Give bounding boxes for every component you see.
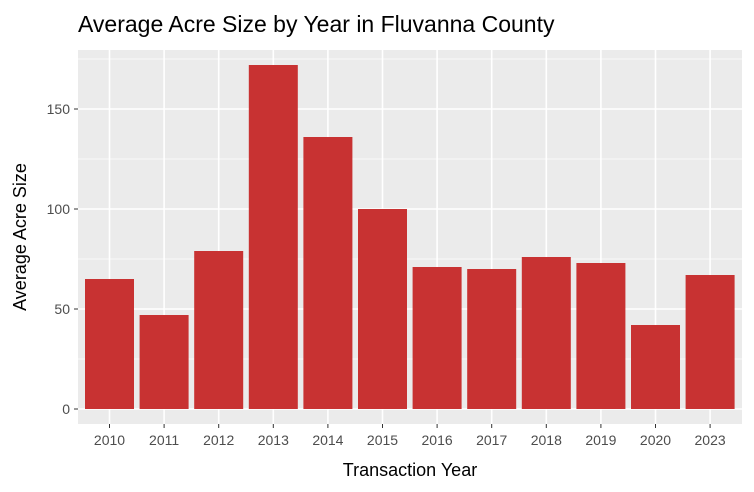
y-axis-title: Average Acre Size bbox=[10, 163, 30, 311]
x-tick-label-2019: 2019 bbox=[585, 432, 616, 448]
bar-2020 bbox=[631, 325, 680, 409]
x-tick-label-2011: 2011 bbox=[149, 432, 179, 448]
x-tick-label-2015: 2015 bbox=[367, 432, 398, 448]
x-tick-label-2014: 2014 bbox=[312, 432, 343, 448]
x-axis-title: Transaction Year bbox=[343, 460, 477, 480]
bar-2013 bbox=[248, 65, 298, 409]
chart-title: Average Acre Size by Year in Fluvanna Co… bbox=[78, 11, 555, 37]
x-tick-label-2020: 2020 bbox=[640, 432, 671, 448]
bar-2012 bbox=[194, 251, 244, 409]
y-tick-label: 0 bbox=[62, 401, 70, 417]
y-tick-label: 150 bbox=[47, 101, 71, 117]
bar-2015 bbox=[358, 209, 407, 409]
x-tick-label-2013: 2013 bbox=[258, 432, 289, 448]
x-tick-label-2010: 2010 bbox=[94, 432, 125, 448]
x-tick-label-2016: 2016 bbox=[422, 432, 453, 448]
bar-2018 bbox=[521, 257, 571, 409]
y-tick-label: 50 bbox=[54, 301, 70, 317]
bar-2017 bbox=[467, 269, 517, 409]
bar-2016 bbox=[412, 267, 462, 409]
bar-2010 bbox=[85, 279, 134, 409]
bar-2023 bbox=[685, 275, 735, 409]
y-tick-label: 100 bbox=[47, 201, 71, 217]
x-tick-label-2023: 2023 bbox=[695, 432, 726, 448]
bars bbox=[85, 65, 735, 409]
x-axis: 2010 2011 2012 2013 2014 2015 2016 2017 2018 2019… bbox=[94, 424, 726, 448]
x-tick-label-2012: 2012 bbox=[203, 432, 234, 448]
x-tick-label-2018: 2018 bbox=[531, 432, 562, 448]
bar-2014 bbox=[303, 137, 353, 409]
y-axis: 0 50 100 150 bbox=[47, 101, 78, 417]
bar-2019 bbox=[576, 263, 626, 409]
x-tick-label-2017: 2017 bbox=[476, 432, 507, 448]
bar-2011 bbox=[139, 315, 189, 409]
